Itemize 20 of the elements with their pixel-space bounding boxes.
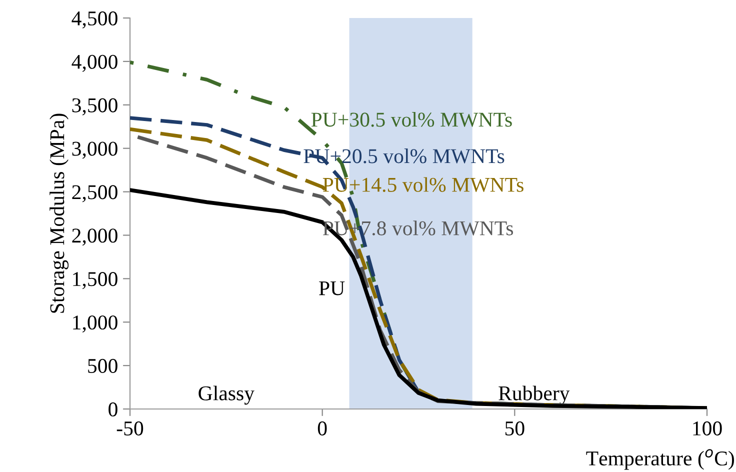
y-tick-label: 3,500 (72, 98, 118, 116)
y-tick-label: 1,500 (73, 272, 118, 290)
y-tick-label: 0 (108, 402, 118, 416)
y-axis-title: Storage Modulus (MPa) (50, 114, 69, 313)
y-tick-label: 2,500 (72, 185, 118, 202)
y-tick-label: 4,000 (72, 54, 118, 72)
x-tick-label: 100 (693, 421, 722, 436)
x-tick-label: 50 (505, 421, 524, 436)
y-tick-label: 3,000 (72, 142, 118, 159)
y-tick-label: 2,000 (72, 228, 118, 246)
series-label: PU (319, 281, 345, 296)
x-tick-label: -50 (116, 421, 144, 436)
series-label: PU+30.5 vol% MWNTs (311, 112, 512, 127)
y-tick-label: 500 (88, 358, 118, 373)
y-tick-label: 4,500 (72, 11, 118, 28)
x-axis-title: Temperature ($^{o}$C) (586, 449, 734, 470)
y-tick-label: 1,000 (73, 315, 118, 333)
annotation: Rubbery (498, 386, 570, 405)
annotation: Glassy (198, 386, 254, 405)
x-tick-label: 0 (318, 421, 327, 436)
